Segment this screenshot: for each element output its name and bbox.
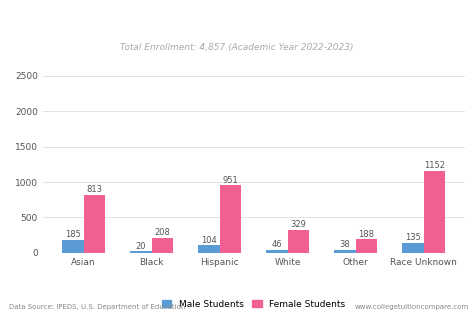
Bar [152, 238, 173, 253]
Text: 20: 20 [136, 241, 146, 251]
Text: 135: 135 [405, 234, 420, 242]
Bar [356, 240, 377, 253]
Text: Unitek College Student Population By Race/Ethnicity: Unitek College Student Population By Rac… [40, 14, 434, 27]
Text: 46: 46 [272, 240, 282, 249]
Bar [266, 250, 288, 253]
Text: 188: 188 [358, 230, 374, 239]
Bar [130, 252, 152, 253]
Bar [219, 185, 241, 253]
Text: 104: 104 [201, 236, 217, 245]
Bar [334, 250, 356, 253]
Text: 813: 813 [86, 185, 102, 194]
Bar [288, 229, 310, 253]
Bar [83, 195, 105, 253]
Bar [402, 243, 424, 253]
Bar [198, 246, 219, 253]
Text: 208: 208 [155, 228, 171, 237]
Legend: Male Students, Female Students: Male Students, Female Students [159, 296, 348, 313]
Text: Data Source: IPEDS, U.S. Department of Education: Data Source: IPEDS, U.S. Department of E… [9, 304, 186, 310]
Text: Total Enrollment: 4,857 (Academic Year 2022-2023): Total Enrollment: 4,857 (Academic Year 2… [120, 43, 354, 52]
Text: 951: 951 [223, 176, 238, 185]
Text: 185: 185 [65, 230, 81, 239]
Text: 38: 38 [339, 240, 350, 249]
Bar [62, 240, 83, 253]
Bar [424, 171, 446, 253]
Text: 329: 329 [291, 220, 306, 229]
Text: 1152: 1152 [424, 161, 445, 170]
Text: www.collegetuitioncompare.com: www.collegetuitioncompare.com [355, 304, 469, 310]
